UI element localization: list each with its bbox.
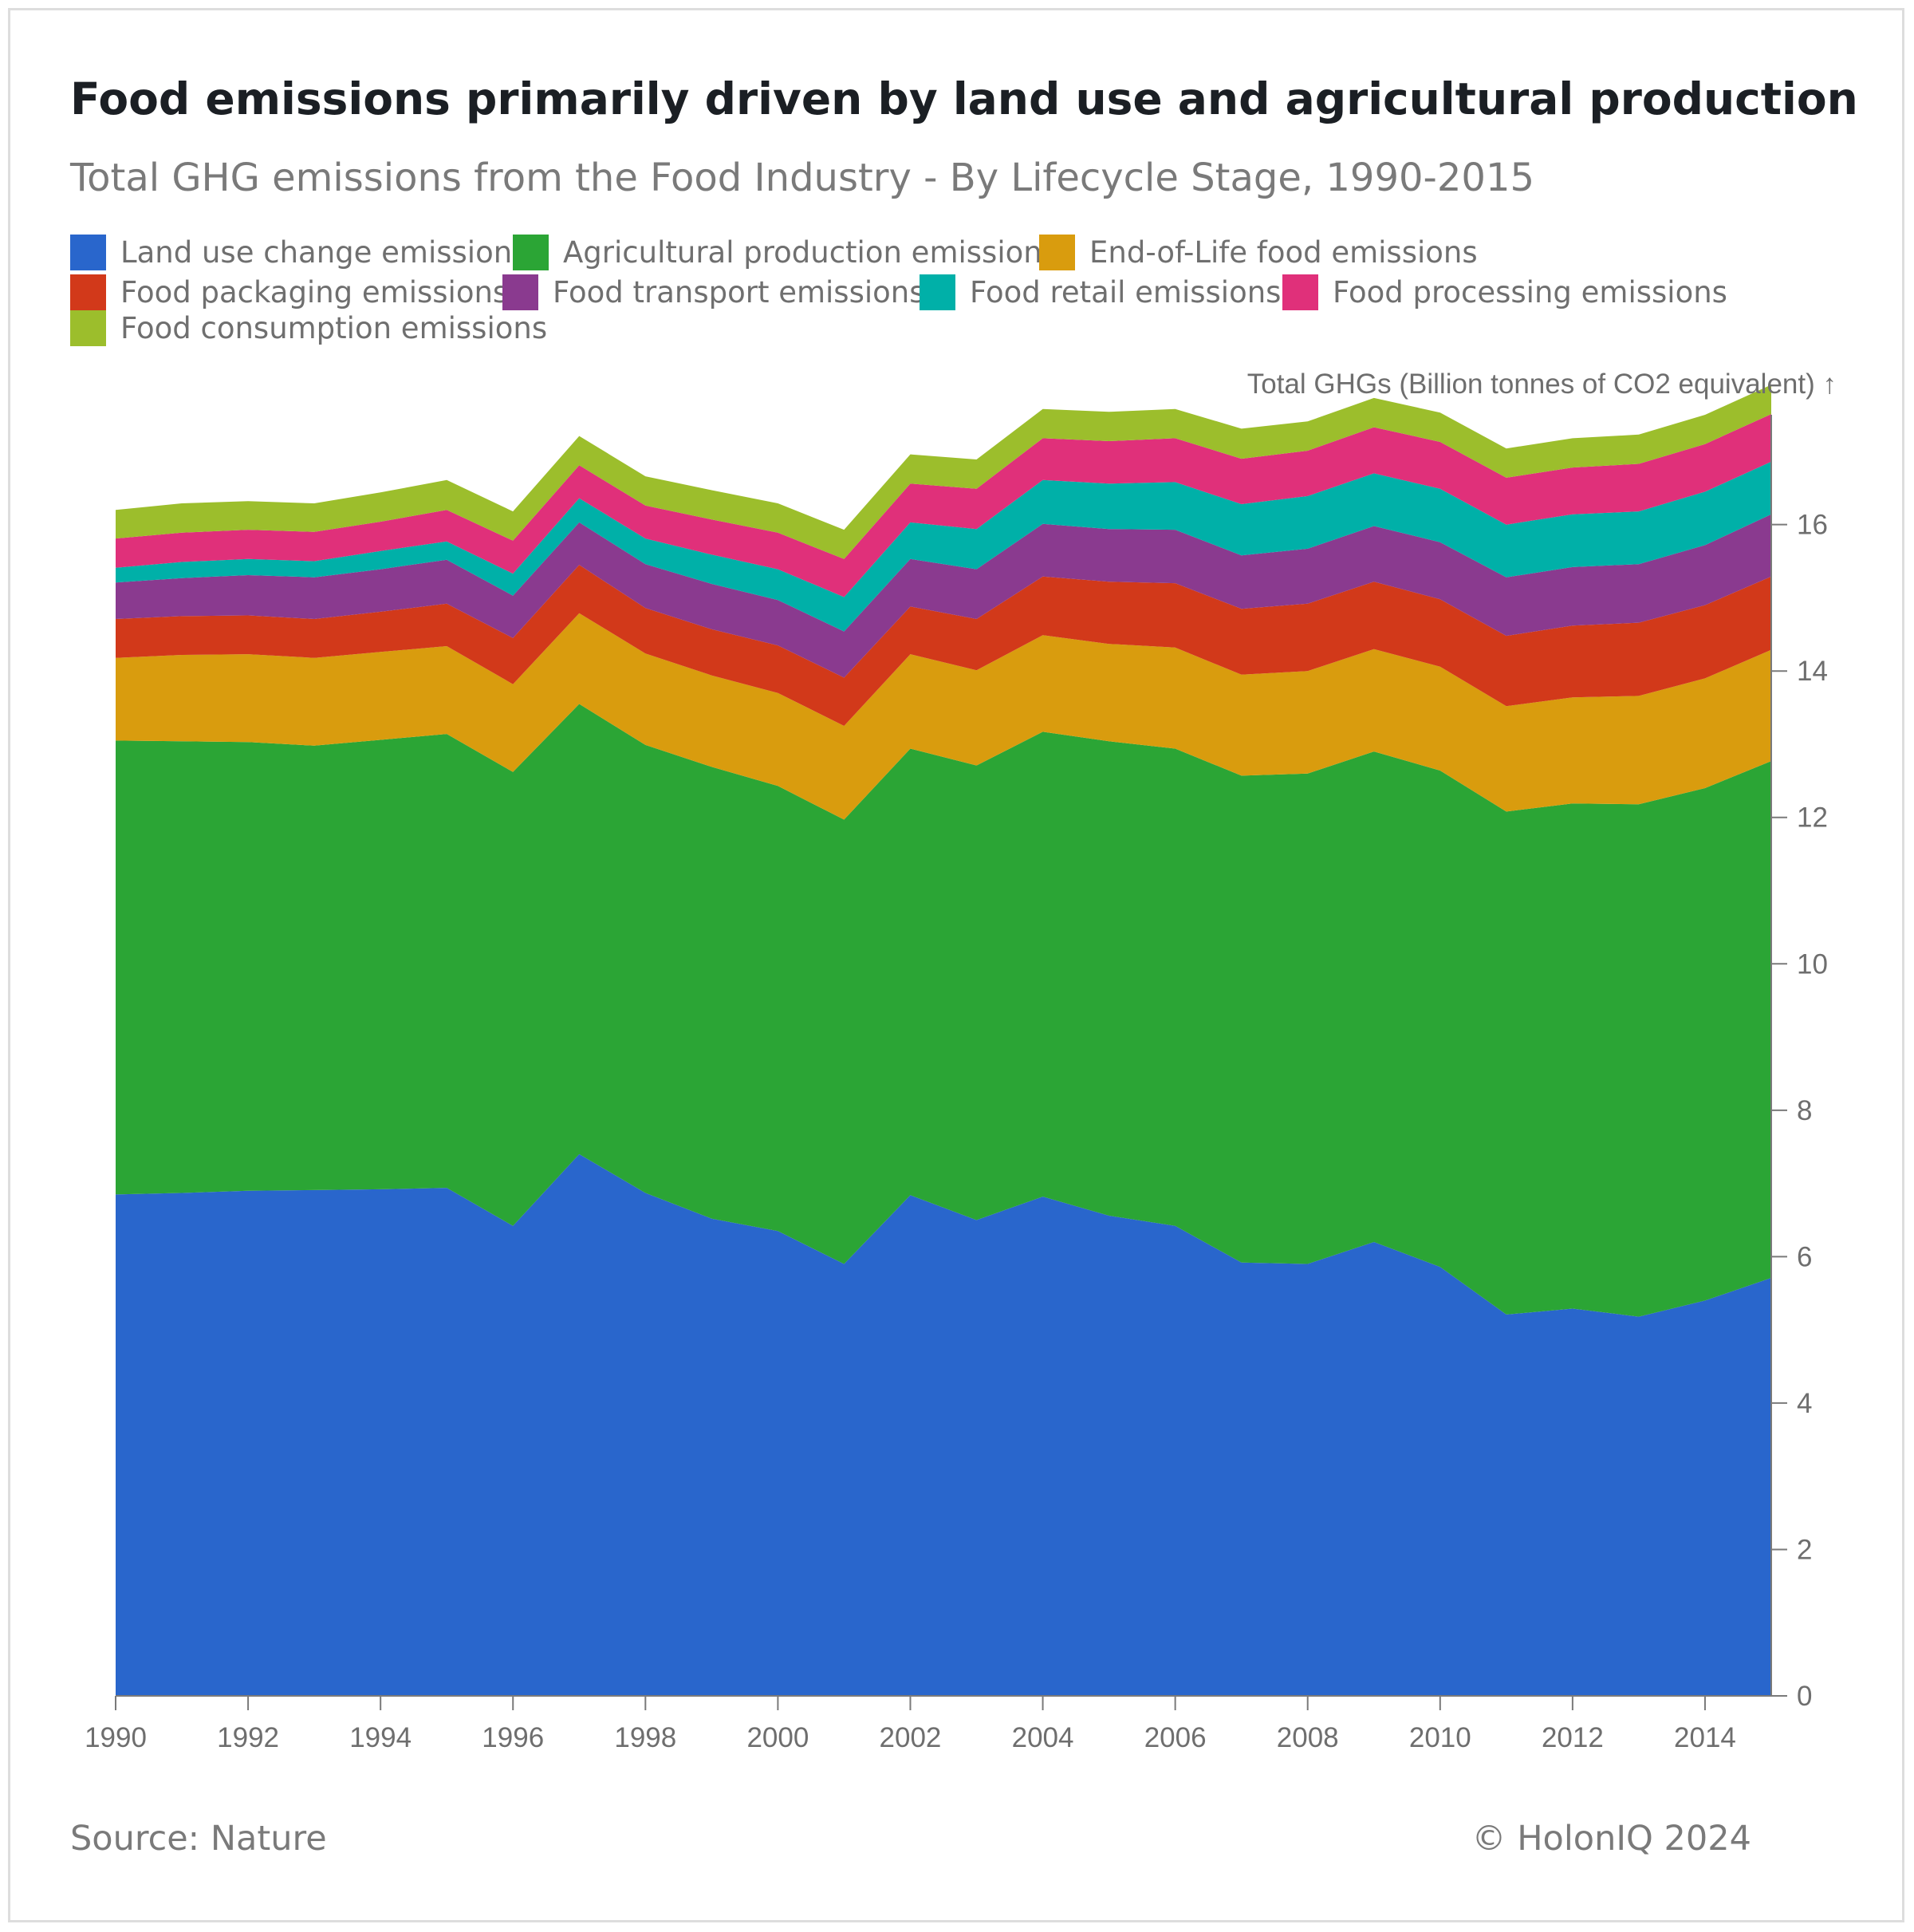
legend-swatch <box>1282 274 1318 310</box>
legend-item-land-use-change[interactable]: Land use change emissions <box>70 233 527 271</box>
y-tick-label: 0 <box>1797 1681 1812 1712</box>
x-tick-label: 2014 <box>1674 1722 1736 1753</box>
x-tick-label: 2006 <box>1144 1722 1207 1753</box>
area-series-food-transport-emissions[interactable] <box>116 514 1771 678</box>
x-tick-label: 2010 <box>1409 1722 1471 1753</box>
x-tick-label: 2008 <box>1277 1722 1339 1753</box>
legend-item-food-packaging[interactable]: Food packaging emissions <box>70 273 508 311</box>
legend-item-food-retail[interactable]: Food retail emissions <box>920 273 1281 311</box>
y-tick-label: 16 <box>1797 510 1828 541</box>
area-series-agricultural-production-emissions[interactable] <box>116 704 1771 1317</box>
y-tick-label: 8 <box>1797 1095 1812 1126</box>
legend-label: Food consumption emissions <box>120 310 548 345</box>
area-series-end-of-life-food-emissions[interactable] <box>116 613 1771 820</box>
legend-item-end-of-life[interactable]: End-of-Life food emissions <box>1039 233 1478 271</box>
area-series-food-consumption-emissions[interactable] <box>116 384 1771 559</box>
legend-item-food-processing[interactable]: Food processing emissions <box>1282 273 1727 311</box>
area-series-food-packaging-emissions[interactable] <box>116 565 1771 726</box>
x-tick-label: 2012 <box>1542 1722 1604 1753</box>
x-tick-label: 2002 <box>880 1722 942 1753</box>
area-series-food-retail-emissions[interactable] <box>116 461 1771 632</box>
x-tick-label: 1990 <box>85 1722 147 1753</box>
area-series-food-processing-emissions[interactable] <box>116 414 1771 597</box>
y-tick-label: 6 <box>1797 1241 1812 1272</box>
x-tick-label: 1996 <box>482 1722 544 1753</box>
x-tick-label: 1994 <box>349 1722 412 1753</box>
axes: 1990 1992 1994 1996 1998 2000 2002 2004 2006 2008… <box>85 415 1828 1753</box>
y-axis-title: Total GHGs (Billion tonnes of CO2 equiva… <box>1247 369 1837 400</box>
stacked-areas <box>116 384 1771 1696</box>
legend-label: Food transport emissions <box>553 274 925 310</box>
legend-swatch <box>502 274 538 310</box>
legend-swatch <box>513 234 549 270</box>
legend-item-food-transport[interactable]: Food transport emissions <box>502 273 925 311</box>
legend-label: End-of-Life food emissions <box>1089 235 1478 270</box>
x-tick-label: 1998 <box>614 1722 676 1753</box>
chart-subtitle: Total GHG emissions from the Food Indust… <box>70 156 1535 200</box>
legend-swatch <box>920 274 955 310</box>
legend-label: Food retail emissions <box>970 274 1282 310</box>
y-tick-label: 12 <box>1797 802 1828 834</box>
x-tick-label: 1992 <box>217 1722 279 1753</box>
y-tick-label: 4 <box>1797 1388 1812 1419</box>
x-tick-label: 2004 <box>1012 1722 1074 1753</box>
legend-swatch <box>1039 234 1075 270</box>
area-series-land-use-change-emissions[interactable] <box>116 1153 1771 1696</box>
x-tick-label: 2000 <box>746 1722 809 1753</box>
legend-label: Land use change emissions <box>120 235 528 270</box>
y-tick-label: 10 <box>1797 948 1828 980</box>
chart-title: Food emissions primarily driven by land … <box>70 73 1858 124</box>
legend-swatch <box>70 310 106 346</box>
legend-item-food-consumption[interactable]: Food consumption emissions <box>70 309 547 347</box>
legend-swatch <box>70 234 106 270</box>
y-tick-label: 14 <box>1797 656 1828 687</box>
copyright-note: © HolonIQ 2024 <box>1471 1819 1751 1859</box>
legend-label: Agricultural production emissions <box>563 235 1057 270</box>
legend-label: Food processing emissions <box>1333 274 1727 310</box>
source-note: Source: Nature <box>70 1819 327 1859</box>
legend-label: Food packaging emissions <box>120 274 509 310</box>
y-tick-label: 2 <box>1797 1534 1812 1565</box>
legend-item-agricultural-production[interactable]: Agricultural production emissions <box>513 233 1057 271</box>
legend-swatch <box>70 274 106 310</box>
